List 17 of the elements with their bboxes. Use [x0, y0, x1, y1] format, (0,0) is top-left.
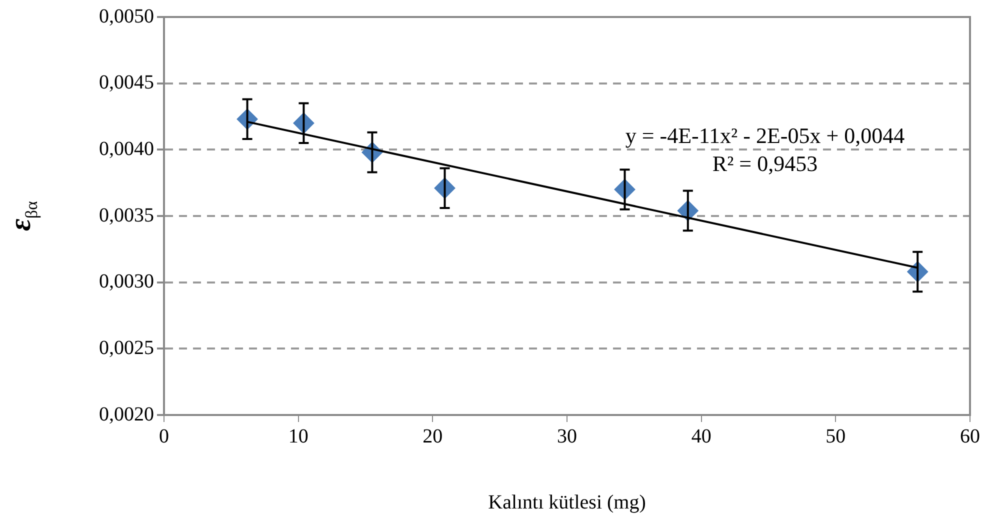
y-tick-label: 0,0020 [99, 403, 154, 426]
x-tick-label: 10 [288, 425, 308, 448]
annotation: y = -4E-11x² - 2E-05x + 0,0044 [625, 122, 905, 148]
y-tick-label: 0,0025 [99, 336, 154, 359]
x-tick-label: 30 [557, 425, 577, 448]
x-axis-title: Kalıntı kütlesi (mg) [488, 491, 646, 514]
x-tick-label: 0 [159, 425, 169, 448]
y-tick-label: 0,0035 [99, 204, 154, 226]
x-tick-label: 20 [422, 425, 443, 448]
y-tick-label: 0,0050 [99, 5, 154, 28]
annotation: R² = 0,9453 [712, 150, 818, 176]
x-tick-label: 60 [960, 425, 980, 448]
y-tick-label: 0,0040 [99, 138, 154, 160]
y-tick-label: 0,0030 [99, 270, 154, 293]
x-tick-label: 50 [826, 425, 846, 448]
y-tick-label: 0,0045 [99, 72, 154, 94]
x-tick-label: 40 [691, 425, 712, 448]
